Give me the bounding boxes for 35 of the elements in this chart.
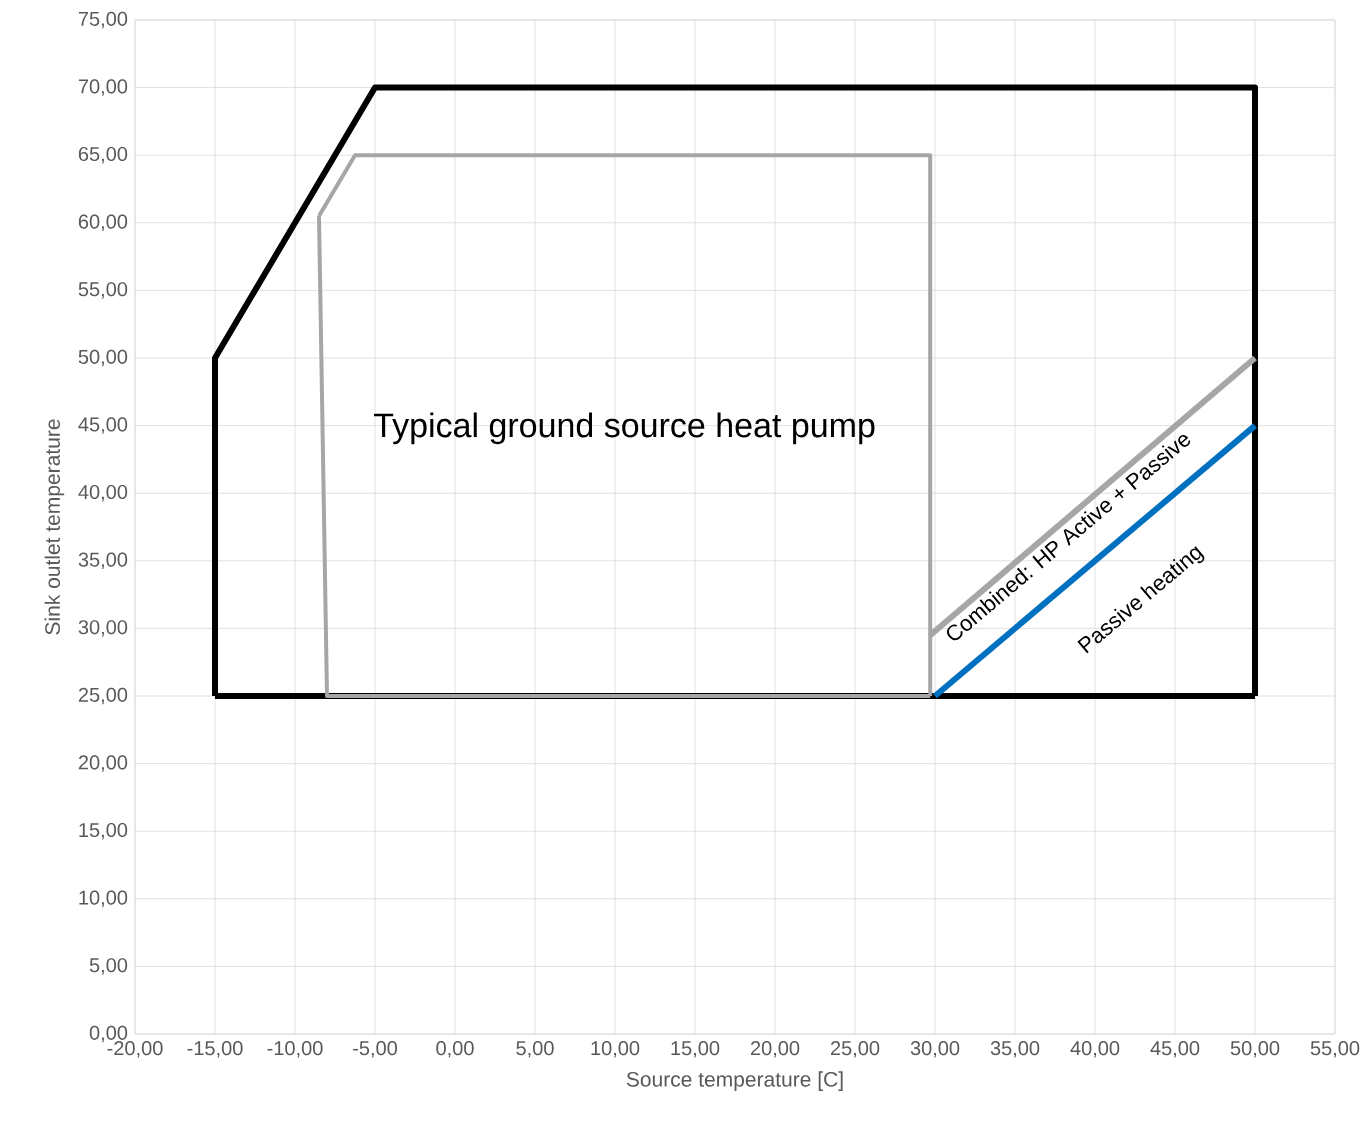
x-tick-label: 10,00	[591, 1041, 640, 1058]
y-tick-label: 25,00	[78, 687, 128, 705]
x-tick-label: -5,00	[353, 1041, 398, 1058]
x-tick-label: -10,00	[267, 1041, 323, 1058]
x-tick-label: -15,00	[187, 1041, 243, 1058]
x-tick-label: 20,00	[750, 1041, 800, 1058]
y-tick-label: 30,00	[78, 620, 128, 637]
x-tick-label: 30,00	[910, 1041, 960, 1058]
x-tick-label: 45,00	[1150, 1041, 1200, 1058]
y-tick-label: 50,00	[78, 349, 128, 367]
x-tick-label: 5,00	[516, 1041, 554, 1058]
y-tick-label: 70,00	[78, 79, 128, 96]
y-tick-label: 40,00	[78, 484, 128, 502]
annotation: Typical ground source heat pump	[373, 412, 875, 445]
y-axis-title: Sink outlet temperature	[44, 419, 65, 635]
y-tick-label: 75,00	[78, 11, 128, 29]
x-tick-label: 0,00	[436, 1041, 474, 1058]
x-tick-label: 35,00	[990, 1041, 1040, 1058]
y-tick-label: 45,00	[78, 417, 128, 434]
y-tick-label: 65,00	[78, 146, 128, 164]
x-tick-label: -20,00	[107, 1041, 163, 1058]
y-tick-label: 55,00	[78, 282, 128, 299]
y-tick-label: 35,00	[78, 552, 128, 570]
x-tick-label: 15,00	[671, 1041, 720, 1058]
y-tick-label: 20,00	[78, 755, 128, 772]
x-tick-label: 40,00	[1070, 1041, 1120, 1058]
y-tick-label: 60,00	[78, 214, 128, 232]
x-tick-label: 25,00	[830, 1041, 880, 1058]
y-tick-label: 10,00	[79, 890, 128, 908]
y-tick-label: 15,00	[79, 822, 128, 840]
x-tick-label: 55,00	[1310, 1041, 1360, 1058]
x-tick-label: 50,00	[1230, 1041, 1280, 1058]
y-tick-label: 5,00	[89, 958, 128, 975]
x-axis-title: Source temperature [C]	[626, 1071, 843, 1091]
y-tick-label: 0,00	[89, 1025, 128, 1043]
